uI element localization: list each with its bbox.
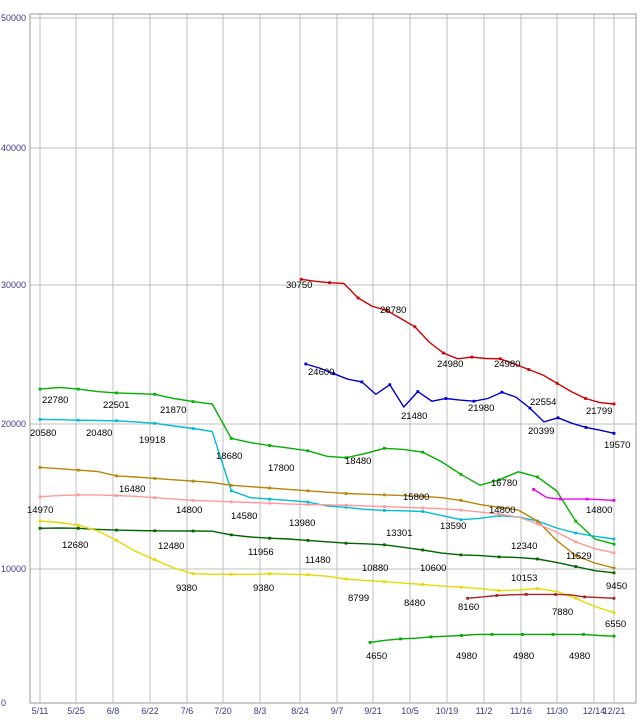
data-point-label: 20580 [30,428,57,439]
data-point-label: 19918 [139,435,166,446]
data-point-label: 14970 [27,505,54,516]
x-tick-label: 9/7 [330,706,344,716]
data-point-label: 17800 [268,463,295,474]
x-tick-label: 9/21 [364,706,382,716]
data-point-label: 21480 [401,411,428,422]
series-line-9 [467,593,615,599]
data-point-label: 24980 [494,359,521,370]
series-line-0 [39,386,615,545]
series-line-5 [39,527,615,574]
x-tick-label: 11/30 [546,706,568,716]
y-tick-label: 10000 [1,564,27,574]
data-point-label: 13980 [289,518,316,529]
data-point-label: 14800 [489,505,516,516]
x-tick-label: 12/14 [582,706,606,716]
data-point-label: 4650 [366,651,388,662]
data-point-label: 19570 [604,440,631,451]
data-point-label: 10880 [362,563,389,574]
data-point-label: 9380 [176,583,198,594]
data-point-label: 6550 [605,619,627,630]
x-tick-label: 6/22 [141,706,159,716]
series-line-4 [533,488,615,502]
data-point-label: 20399 [528,426,555,437]
x-tick-label: 8/24 [291,706,309,716]
data-point-label: 16780 [491,478,518,489]
data-point-label: 21870 [160,405,187,416]
data-point-label: 22554 [530,397,557,408]
data-point-label: 22780 [42,395,69,406]
data-point-label: 10153 [511,573,538,584]
x-tick-label: 5/25 [67,706,85,716]
x-tick-label: 10/5 [401,706,419,716]
data-point-label: 12680 [62,540,89,551]
data-point-label: 30750 [286,280,313,291]
data-point-label: 11956 [248,547,274,558]
data-point-label: 14800 [176,505,203,516]
x-tick-label: 12/21 [602,706,626,716]
data-point-label: 4980 [513,651,535,662]
x-tick-label: 10/19 [435,706,459,716]
data-point-label: 9380 [253,583,275,594]
data-point-label: 10600 [420,563,447,574]
data-point-label: 8160 [458,602,480,613]
data-point-label: 18480 [345,456,372,467]
data-point-label: 8799 [348,593,370,604]
series-line-7 [301,278,615,405]
data-point-label: 18680 [216,451,243,462]
data-point-label: 20480 [86,428,113,439]
data-point-label: 24600 [308,367,335,378]
data-point-label: 15800 [403,492,430,503]
y-tick-label: 40000 [1,143,27,153]
data-point-label: 16480 [119,484,146,495]
series-line-2 [39,466,615,569]
x-tick-label: 5/11 [31,706,49,716]
series-line-8 [305,363,615,434]
data-point-label: 24980 [437,359,464,370]
data-point-label: 13301 [386,528,413,539]
data-point-label: 7880 [552,607,574,618]
data-point-label: 14580 [231,511,258,522]
series-line-3 [39,494,615,554]
data-point-label: 13590 [440,521,467,532]
x-tick-label: 11/2 [475,706,493,716]
x-tick-label: 6/8 [106,706,120,716]
y-tick-label: 50000 [1,13,27,23]
x-tick-label: 7/20 [214,706,232,716]
data-point-label: 11480 [305,555,331,566]
y-tick-label: 20000 [1,419,27,429]
data-point-label: 21980 [468,403,495,414]
data-point-label: 12480 [158,541,185,552]
x-tick-label: 7/6 [180,706,194,716]
data-point-label: 12340 [511,541,538,552]
data-point-label: 14800 [586,505,613,516]
y-tick-label: 30000 [1,280,27,290]
data-point-label: 4980 [456,651,478,662]
data-point-label: 22501 [103,400,130,411]
data-point-label: 21799 [586,406,613,417]
data-point-label: 9450 [606,581,628,592]
x-tick-label: 8/3 [253,706,267,716]
data-point-label: 8480 [404,598,426,609]
data-point-label: 4980 [569,651,591,662]
data-point-label: 28780 [380,305,407,316]
series-line-6 [39,520,615,614]
data-point-label: 11529 [566,551,592,562]
y-tick-label: 0 [1,698,7,708]
x-tick-label: 11/16 [510,706,532,716]
